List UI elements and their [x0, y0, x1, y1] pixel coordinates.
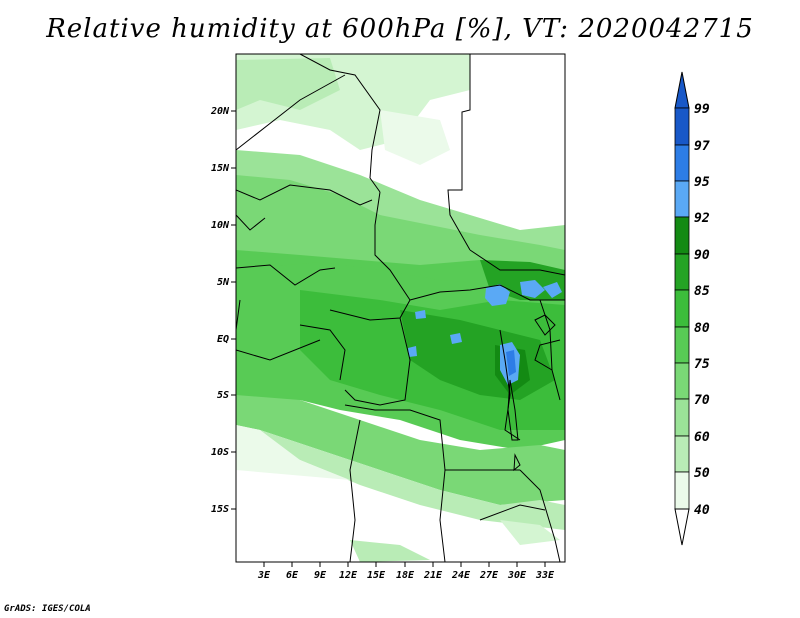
lon-label: 18E: [396, 570, 415, 581]
colorbar-segment: [674, 326, 690, 364]
lat-label: 10S: [211, 447, 229, 458]
colorbar-segment: [674, 216, 690, 255]
colorbar-label: 50: [694, 466, 710, 481]
lon-label: 30E: [507, 570, 527, 581]
lat-label: 5N: [217, 277, 230, 288]
colorbar-segment: [674, 253, 690, 291]
colorbar-bottom-arrow: [674, 508, 690, 546]
colorbar-segment: [674, 435, 690, 473]
colorbar-label: 97: [694, 139, 710, 154]
grads-credit: GrADS: IGES/COLA: [4, 604, 91, 614]
lat-label: EQ: [217, 334, 229, 345]
lon-label: 27E: [479, 570, 499, 581]
lon-label: 12E: [339, 570, 358, 581]
lon-label: 15E: [367, 570, 386, 581]
lon-label: 6E: [286, 570, 299, 581]
colorbar-label: 75: [694, 357, 710, 372]
lat-axis: 20N 15N 10N 5N EQ 5S 10S 15S: [210, 106, 236, 515]
lon-label: 24E: [451, 570, 471, 581]
lon-axis: 3E 6E 9E 12E 15E 18E 21E 24E 27E 30E 33E: [257, 562, 555, 581]
colorbar-segment: [674, 289, 690, 328]
colorbar-segment: [674, 107, 690, 146]
humidity-field: [236, 54, 565, 562]
lat-label: 20N: [210, 106, 230, 117]
lat-label: 10N: [211, 220, 230, 231]
lat-label: 15N: [211, 163, 230, 174]
colorbar-segment: [674, 362, 690, 400]
lon-label: 3E: [257, 570, 271, 581]
country-borders: [236, 54, 565, 562]
colorbar-label: 95: [694, 175, 710, 190]
colorbar-label: 40: [694, 503, 710, 518]
colorbar: 99 97 95 92 90 85 80 75 70 60 50 40: [674, 71, 710, 546]
colorbar-segment: [674, 144, 690, 182]
colorbar-label: 92: [694, 211, 710, 226]
colorbar-label: 70: [694, 393, 710, 408]
colorbar-label: 85: [694, 284, 710, 299]
colorbar-segment: [674, 398, 690, 437]
map-frame: [235, 53, 566, 563]
lon-label: 9E: [314, 570, 327, 581]
colorbar-segment: [674, 180, 690, 218]
lat-label: 15S: [211, 504, 229, 515]
chart-title: Relative humidity at 600hPa [%], VT: 202…: [46, 14, 754, 44]
lakes: [507, 314, 556, 472]
colorbar-label: 80: [694, 321, 710, 336]
colorbar-label: 60: [694, 430, 710, 445]
colorbar-label: 90: [694, 248, 710, 263]
lon-label: 21E: [423, 570, 443, 581]
colorbar-label: 99: [694, 102, 710, 117]
lat-label: 5S: [217, 390, 229, 401]
colorbar-top-arrow: [674, 71, 690, 109]
lon-label: 33E: [535, 570, 555, 581]
colorbar-segment: [674, 471, 690, 510]
